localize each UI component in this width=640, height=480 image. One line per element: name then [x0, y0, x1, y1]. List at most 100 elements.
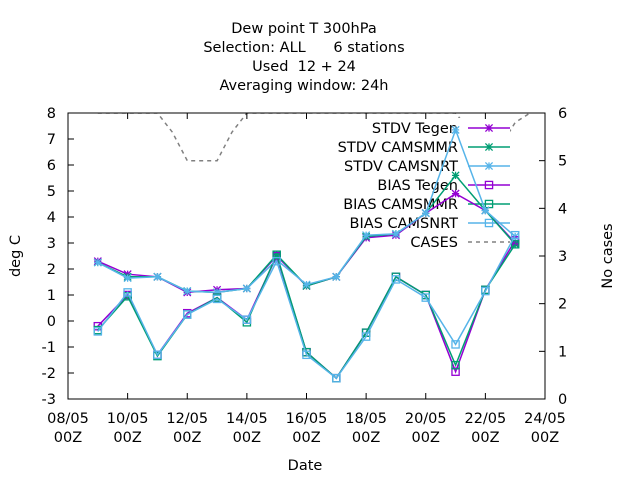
chart-title: Dew point T 300hPa Selection: ALL 6 stat… [203, 21, 404, 94]
data-point [391, 229, 400, 238]
data-series [93, 125, 520, 383]
y2-axis-label: No cases [600, 223, 616, 288]
data-point [391, 275, 401, 284]
y-tick-label: 8 [47, 106, 56, 122]
series [93, 125, 520, 297]
data-point [451, 189, 460, 198]
data-point [123, 274, 132, 283]
y-tick-labels: -3 -2 -1 0 1 2 3 4 5 6 7 8 [42, 106, 56, 408]
legend-label: BIAS CAMSNRT [350, 216, 459, 232]
data-point [332, 272, 341, 281]
data-point [451, 360, 460, 370]
legend-marker [484, 142, 494, 152]
y2-tick-label: 0 [558, 392, 567, 408]
data-point [421, 209, 430, 218]
legend: STDV Tegen STDV CAMSMMR STDV CAMSNRT BIAS T… [332, 118, 510, 251]
series-line [97, 234, 516, 380]
data-point [212, 294, 222, 304]
x-tick-label-hour: 00Z [54, 430, 82, 446]
x-tick-label: 20/05 [405, 411, 447, 427]
legend-entry-bg [332, 118, 510, 137]
legend-label: BIAS CAMSMMR [343, 197, 458, 213]
x-tick-label-hour: 00Z [113, 430, 141, 446]
legend-entry-bg [332, 137, 510, 156]
data-point [421, 293, 430, 302]
y2-tick-label: 4 [558, 201, 567, 217]
legend-marker [484, 180, 494, 190]
x-tick-label-hour: 00Z [173, 430, 201, 446]
legend-label: CASES [410, 235, 458, 251]
data-point [272, 250, 281, 259]
legend-label: STDV CAMSNRT [344, 159, 458, 175]
legend-entry-bg [332, 175, 510, 194]
data-point [153, 350, 162, 360]
data-point [451, 171, 460, 180]
y2-tick-label: 3 [558, 249, 567, 265]
y-tick-label: 6 [47, 158, 56, 174]
legend-marker [484, 123, 494, 133]
x-tick-label: 22/05 [464, 411, 506, 427]
y2-tick-labels: 0 1 2 3 4 5 6 [558, 106, 567, 408]
series [93, 240, 520, 383]
y-tick-label: 5 [47, 184, 56, 200]
data-point [302, 280, 311, 289]
data-point [361, 332, 371, 341]
x-tick-label-hour: 00Z [531, 430, 559, 446]
y-axis-label: deg C [8, 235, 24, 277]
y2-tick-label: 2 [558, 297, 567, 313]
y-tick-label: -3 [42, 392, 56, 408]
x-tick-labels: 08/05 00Z 10/05 00Z 12/05 00Z 14/05 00Z 16/05 00Z… [47, 411, 566, 446]
y-tick-label: 2 [47, 262, 56, 278]
data-point [302, 350, 311, 360]
x-tick-label: 18/05 [345, 411, 387, 427]
legend-marker [484, 218, 494, 228]
y2-tick-label: 5 [558, 154, 567, 170]
data-point [510, 230, 520, 240]
legend-label: STDV Tegen [372, 121, 458, 137]
x-tick-label-hour: 00Z [471, 430, 499, 446]
data-point [213, 288, 222, 297]
title-line-1: Dew point T 300hPa [231, 21, 376, 37]
x-tick-label-hour: 00Z [292, 430, 320, 446]
data-point [451, 367, 460, 376]
legend-entry-bg [332, 156, 510, 175]
legend-entry-bg [332, 213, 510, 232]
data-point [510, 240, 520, 249]
series [93, 230, 520, 383]
data-point [272, 256, 281, 266]
data-point [451, 340, 460, 349]
data-point [153, 272, 162, 281]
title-line-4: Averaging window: 24h [219, 78, 388, 94]
x-tick-label-hour: 00Z [412, 430, 440, 446]
data-point [362, 231, 371, 240]
x-tick-label-hour: 00Z [233, 430, 261, 446]
x-tick-label: 24/05 [524, 411, 566, 427]
y-tick-label: 3 [47, 236, 56, 252]
x-tick-label: 12/05 [166, 411, 208, 427]
x-tick-label-hour: 00Z [352, 430, 380, 446]
data-point [93, 327, 103, 336]
legend-marker [484, 161, 494, 171]
y2-tick-label: 6 [558, 106, 567, 122]
title-line-2: Selection: ALL 6 stations [203, 40, 404, 56]
y-tick-label: 7 [47, 132, 56, 148]
data-point [93, 258, 102, 267]
data-point [242, 284, 251, 293]
x-tick-label: 10/05 [107, 411, 149, 427]
legend-label: BIAS Tegen [377, 178, 458, 194]
y-tick-label: -1 [42, 340, 56, 356]
x-tick-label: 14/05 [226, 411, 268, 427]
data-point [182, 310, 192, 319]
y-tick-label: 0 [47, 314, 56, 330]
axis-ticks [67, 112, 546, 400]
data-point [242, 315, 252, 324]
data-point [451, 125, 460, 134]
data-point [183, 287, 192, 296]
y-tick-label: -2 [42, 366, 56, 382]
x-axis-label: Date [288, 458, 323, 474]
y-tick-label: 1 [47, 288, 56, 304]
data-point [123, 288, 132, 297]
x-tick-label: 16/05 [286, 411, 328, 427]
y-tick-label: 4 [47, 210, 56, 226]
